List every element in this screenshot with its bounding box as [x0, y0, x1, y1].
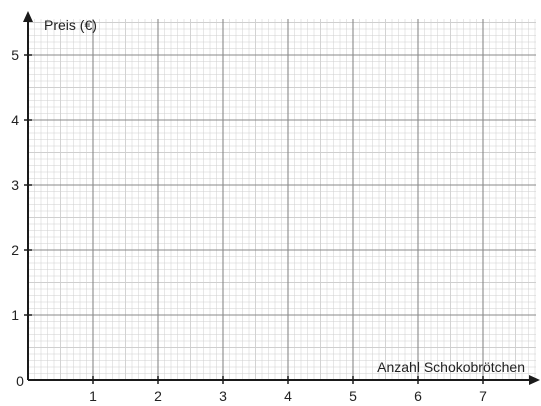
- y-tick-label: 1: [11, 307, 19, 323]
- axes: [23, 11, 540, 385]
- y-axis-title: Preis (€): [44, 17, 97, 33]
- y-tick-label: 5: [11, 47, 19, 63]
- major-grid: [28, 19, 536, 380]
- x-tick-label: 1: [89, 388, 97, 404]
- axis-ticks: [24, 54, 484, 384]
- x-tick-label: 4: [284, 388, 292, 404]
- y-axis-arrow-icon: [23, 11, 33, 22]
- x-tick-label: 2: [154, 388, 162, 404]
- y-tick-label: 3: [11, 177, 19, 193]
- y-tick-label: 2: [11, 242, 19, 258]
- y-tick-label: 4: [11, 112, 19, 128]
- x-axis-arrow-icon: [529, 375, 540, 385]
- x-tick-label: 7: [479, 388, 487, 404]
- x-tick-label: 5: [349, 388, 357, 404]
- origin-label: 0: [16, 373, 24, 389]
- x-axis-title: Anzahl Schokobrötchen: [377, 359, 525, 375]
- axis-labels: 1 2 3 4 5 6 7 1 2 3 4 5: [11, 47, 487, 404]
- minor-grid: [28, 19, 536, 380]
- x-tick-label: 3: [219, 388, 227, 404]
- x-tick-label: 6: [414, 388, 422, 404]
